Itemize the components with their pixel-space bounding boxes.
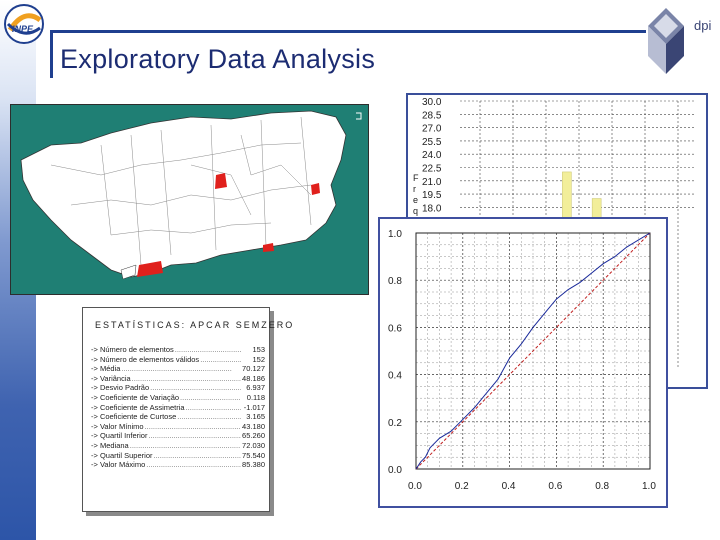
map-highlight-district [215,173,227,189]
cdf-y-tick-label: 0.0 [388,465,402,476]
stat-value: 85.380 [242,460,265,470]
inpe-logo-text: INPE [12,24,34,34]
stat-row: -> Coeficiente de Assimetria -1.017 [91,403,265,413]
histogram-y-tick-label: 18.0 [422,203,442,214]
stat-value: 6.937 [246,383,265,393]
stat-row: -> Coeficiente de Variação 0.118 [91,393,265,403]
histogram-y-tick-label: 22.5 [422,164,442,175]
stat-label: -> Número de elementos [91,345,174,354]
stat-row: -> Quartil Superior 75.540 [91,451,265,461]
cdf-x-tick-label: 0.6 [548,481,562,492]
stat-label: -> Valor Mínimo [91,421,144,431]
cdf-y-tick-label: 0.8 [388,276,402,287]
statistics-panel: ESTATÍSTICAS: APCAR SEMZERO -> Número de… [82,307,292,512]
stat-value: 152 [252,354,265,364]
cdf-x-tick-label: 0.0 [408,481,422,492]
title-rule-left [50,30,53,78]
slide-title: Exploratory Data Analysis [60,44,376,74]
histogram-y-tick-label: 21.0 [422,177,442,188]
stat-value: 3.165 [246,412,265,422]
cdf-y-tick-label: 0.4 [388,371,402,382]
stat-label: -> Mediana [91,440,129,450]
cdf-x-tick-label: 1.0 [642,481,656,492]
cdf-y-tick-label: 1.0 [388,229,402,240]
stat-label: -> Coeficiente de Assimetria [91,402,185,412]
stat-label: -> Número de elementos válidos [91,354,200,364]
cdf-x-tick-label: 0.4 [502,481,516,492]
histogram-y-axis-label-letter: r [413,184,416,194]
stat-row: -> Número de elementos 153 [91,345,265,355]
dpi-logo: dpi [648,8,711,74]
stat-label: -> Quartil Inferior [91,431,148,441]
histogram-y-tick-label: 30.0 [422,97,442,108]
histogram-y-tick-label: 28.5 [422,110,442,121]
stat-row: -> Coeficiente de Curtose 3.165 [91,412,265,422]
histogram-y-axis-label-letter: F [413,173,419,183]
stat-row: -> Número de elementos válidos 152 [91,355,265,365]
stat-row: -> Média 70.127 [91,364,265,374]
stat-label: -> Média [91,364,121,374]
stat-row: -> Valor Máximo 85.380 [91,460,265,470]
stat-value: 70.127 [242,364,265,374]
district-map [10,104,369,295]
stat-row: -> Desvio Padrão 6.937 [91,383,265,393]
histogram-y-tick-label: 19.5 [422,190,442,201]
stat-label: -> Quartil Superior [91,450,153,460]
cdf-x-tick-label: 0.8 [595,481,609,492]
stat-value: 0.118 [246,392,265,402]
dpi-logo-text: dpi [694,18,711,33]
stat-label: -> Variância [91,373,131,383]
stat-row: -> Quartil Inferior 65.260 [91,431,265,441]
map-land-area [20,110,347,278]
rio-map-icon [20,110,362,280]
cdf-y-tick-label: 0.2 [388,418,402,429]
stat-row: -> Valor Mínimo 43.180 [91,422,265,432]
map-north-arrow-icon [356,112,362,120]
stat-label: -> Coeficiente de Variação [91,392,180,402]
histogram-y-axis-label-letter: q [413,206,418,216]
stat-value: 75.540 [242,450,265,460]
cdf-empirical-line [415,232,651,470]
stat-value: -1.017 [243,402,265,412]
histogram-y-axis-label-letter: e [413,195,418,205]
map-highlight-district [311,183,320,195]
map-highlight-district [137,261,163,277]
stat-value: 65.260 [242,431,265,441]
statistics-heading: ESTATÍSTICAS: APCAR SEMZERO [95,320,295,330]
cdf-plot-frame [415,232,651,470]
inpe-logo: INPE [4,4,44,44]
histogram-y-tick-label: 27.0 [422,124,442,135]
stat-value: 48.186 [242,373,265,383]
stat-label: -> Desvio Padrão [91,383,150,393]
stat-row: -> Variância 48.186 [91,374,265,384]
stat-row: -> Mediana 72.030 [91,441,265,451]
statistics-list: -> Número de elementos 153 -> Número de e… [91,345,265,470]
title-rule-top [50,30,646,33]
histogram-y-tick-label: 24.0 [422,150,442,161]
cdf-chart: 0.0 0.2 0.4 0.6 0.8 1.0 1.0 0.8 0.6 0.4 0.2 0.0 [388,229,656,492]
stat-label: -> Valor Máximo [91,460,146,470]
cdf-y-tick-label: 0.6 [388,323,402,334]
stat-label: -> Coeficiente de Curtose [91,412,177,422]
cdf-window: 0.0 0.2 0.4 0.6 0.8 1.0 1.0 0.8 0.6 0.4 0.2 0.0 [378,217,668,508]
map-highlight-district [263,243,274,252]
histogram-y-tick-label: 25.5 [422,137,442,148]
stat-value: 43.180 [242,421,265,431]
cdf-reference-line [415,232,651,470]
cdf-x-tick-label: 0.2 [455,481,469,492]
stat-value: 153 [252,345,265,354]
stat-value: 72.030 [242,440,265,450]
